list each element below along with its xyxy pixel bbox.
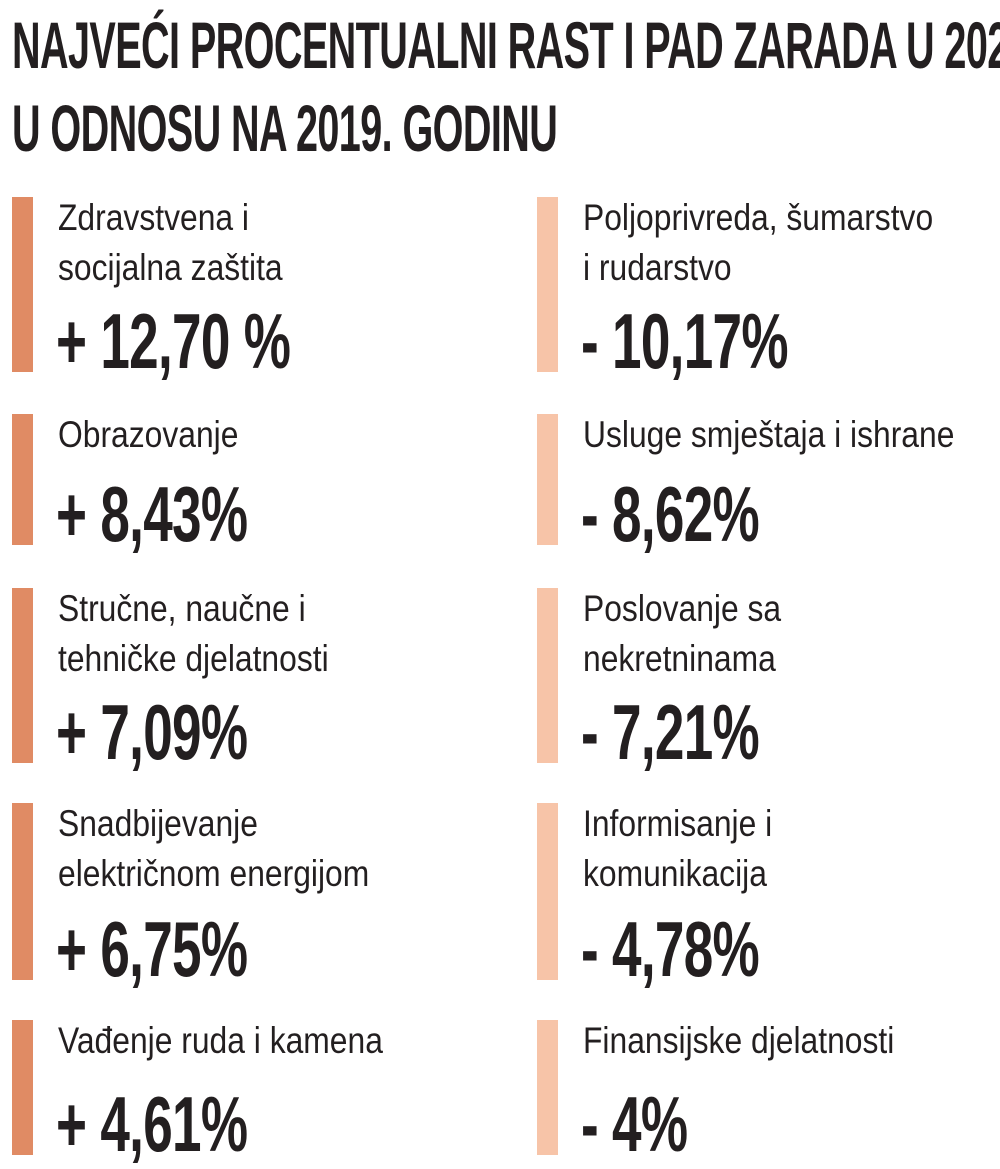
increase-bar <box>12 1020 33 1155</box>
sector-label: Usluge smještaja i ishrane <box>583 410 954 460</box>
sector-label: Stručne, naučne i tehničke djelatnosti <box>58 584 329 684</box>
sector-label-line-2: i rudarstvo <box>583 247 732 288</box>
sector-label-line-1: Snadbijevanje <box>58 803 258 844</box>
increase-bar <box>12 588 33 763</box>
percent-change: + 12,70 % <box>56 297 291 385</box>
sector-label: Snadbijevanje električnom energijom <box>58 799 369 899</box>
percent-change: - 7,21% <box>581 688 760 776</box>
percent-change: + 4,61% <box>56 1080 248 1168</box>
sector-label-line-1: Usluge smještaja i ishrane <box>583 414 955 455</box>
increase-bar <box>12 803 33 980</box>
percent-change: - 4% <box>581 1080 688 1168</box>
sector-label: Poslovanje sa nekretninama <box>583 584 781 684</box>
sector-label: Finansijske djelatnosti <box>583 1016 894 1066</box>
percent-change: + 8,43% <box>56 470 248 558</box>
sector-label: Zdravstvena i socijalna zaštita <box>58 193 283 293</box>
increase-bar <box>12 197 33 372</box>
decrease-bar <box>537 588 558 763</box>
percent-change: + 6,75% <box>56 905 248 993</box>
percent-change: - 10,17% <box>581 297 789 385</box>
sector-label-line-2: tehničke djelatnosti <box>58 638 329 679</box>
sector-label-line-1: Poljoprivreda, šumarstvo <box>583 197 934 238</box>
percent-change: - 4,78% <box>581 905 760 993</box>
sector-label-line-2: nekretninama <box>583 638 776 679</box>
sector-label: Informisanje i komunikacija <box>583 799 772 899</box>
sector-label-line-1: Stručne, naučne i <box>58 588 306 629</box>
increase-bar <box>12 414 33 545</box>
decrease-bar <box>537 197 558 372</box>
sector-label: Vađenje ruda i kamena <box>58 1016 383 1066</box>
decrease-bar <box>537 1020 558 1155</box>
sector-label-line-1: Finansijske djelatnosti <box>583 1020 895 1061</box>
sector-label-line-1: Informisanje i <box>583 803 773 844</box>
sector-label-line-1: Obrazovanje <box>58 414 239 455</box>
sector-label-line-2: električnom energijom <box>58 853 370 894</box>
sector-label-line-2: komunikacija <box>583 853 767 894</box>
decrease-bar <box>537 803 558 980</box>
sector-label-line-1: Poslovanje sa <box>583 588 782 629</box>
sector-label-line-1: Vađenje ruda i kamena <box>58 1020 383 1061</box>
sector-label: Poljoprivreda, šumarstvo i rudarstvo <box>583 193 933 293</box>
sector-label-line-2: socijalna zaštita <box>58 247 283 288</box>
sector-label: Obrazovanje <box>58 410 238 460</box>
title-line-2: U ODNOSU NA 2019. GODINU <box>12 91 558 165</box>
sector-label-line-1: Zdravstvena i <box>58 197 250 238</box>
percent-change: + 7,09% <box>56 688 248 776</box>
percent-change: - 8,62% <box>581 470 760 558</box>
title-line-1: NAJVEĆI PROCENTUALNI RAST I PAD ZARADA U… <box>12 8 1000 82</box>
decrease-bar <box>537 414 558 545</box>
